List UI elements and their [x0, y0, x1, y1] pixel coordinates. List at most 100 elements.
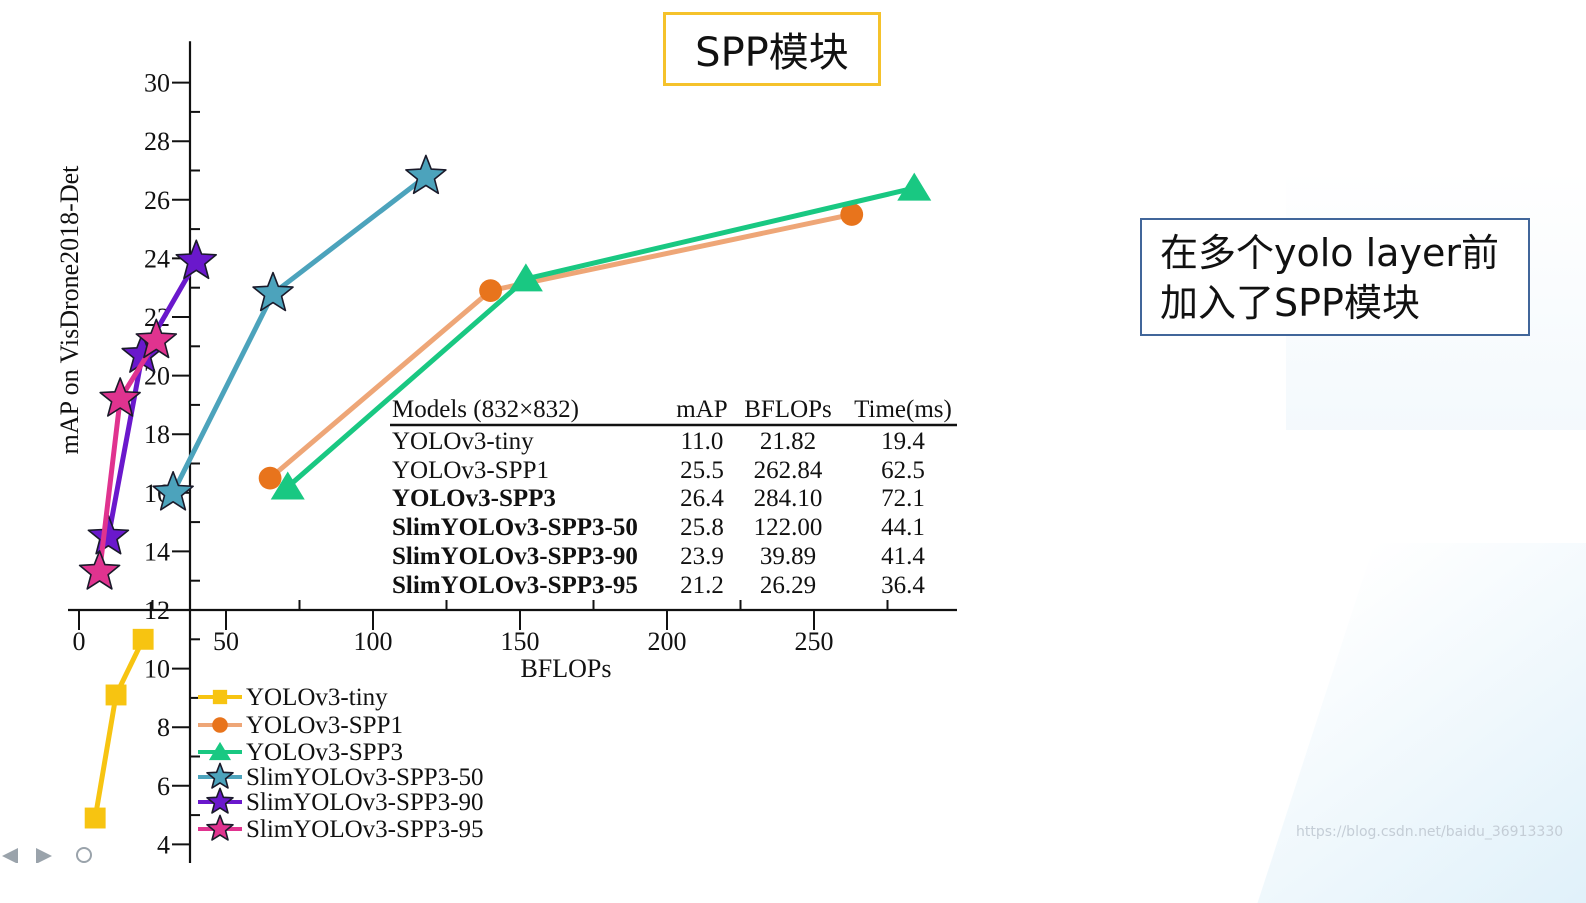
data-point: [479, 279, 502, 303]
table-row: YOLOv3-tiny 11.0 21.82 19.4: [392, 428, 925, 455]
data-point: [270, 471, 305, 500]
legend-marker: [212, 717, 228, 733]
table-cell-model: SlimYOLOv3-SPP3-95: [392, 572, 638, 599]
data-point: [78, 550, 121, 590]
data-point: [405, 154, 447, 195]
table-cell-model: YOLOv3-tiny: [392, 428, 534, 455]
table-cell-map: 23.9: [680, 543, 724, 570]
series-yolov3-spp3: [270, 172, 932, 500]
data-point: [132, 628, 154, 650]
table-row: YOLOv3-SPP3 26.4 284.10 72.1: [392, 485, 925, 512]
y-tick-label: 28: [144, 127, 170, 156]
legend-label: SlimYOLOv3-SPP3-90: [246, 789, 484, 816]
x-tick-label: 100: [354, 627, 393, 656]
table-header-cell: BFLOPs: [744, 396, 832, 423]
y-tick-label: 8: [157, 713, 170, 742]
table-cell-time: 72.1: [881, 485, 925, 512]
table-cell-model: YOLOv3-SPP1: [392, 457, 549, 484]
table-cell-map: 25.8: [680, 514, 724, 541]
series-yolov3-tiny: [84, 628, 154, 829]
table-cell-model: SlimYOLOv3-SPP3-50: [392, 514, 638, 541]
y-tick-label: 4: [157, 830, 170, 859]
y-tick-label: 18: [144, 420, 170, 449]
series-line: [286, 185, 915, 489]
table-cell-bflops: 39.89: [760, 543, 816, 570]
table-cell-time: 19.4: [881, 428, 925, 455]
prev-arrow-icon: [2, 848, 18, 863]
series-slimyolov3-spp3-95: [78, 318, 178, 590]
table-cell-bflops: 284.10: [754, 485, 823, 512]
table-cell-map: 25.5: [680, 457, 724, 484]
chart-legend: YOLOv3-tinyYOLOv3-SPP1YOLOv3-SPP3SlimYOL…: [198, 684, 484, 843]
y-tick-label: 6: [157, 772, 170, 801]
data-point: [99, 377, 141, 417]
table-row: SlimYOLOv3-SPP3-95 21.2 26.29 36.4: [392, 572, 925, 599]
data-point: [897, 172, 932, 201]
table-cell-model: YOLOv3-SPP3: [392, 485, 556, 512]
y-tick-label: 12: [144, 596, 170, 625]
next-arrow-icon: [36, 848, 52, 863]
legend-marker: [206, 814, 234, 841]
y-axis-label: mAP on VisDrone2018-Det: [55, 165, 84, 455]
table-cell-model: SlimYOLOv3-SPP3-90: [392, 543, 638, 570]
legend-label: YOLOv3-SPP1: [246, 712, 403, 739]
note-line-2: 加入了SPP模块: [1160, 281, 1420, 325]
legend-label: SlimYOLOv3-SPP3-95: [246, 816, 484, 843]
table-cell-time: 62.5: [881, 457, 925, 484]
series-slimyolov3-spp3-50: [152, 154, 447, 511]
table-row: SlimYOLOv3-SPP3-90 23.9 39.89 41.4: [392, 543, 925, 570]
results-table: Models (832×832) mAP BFLOPs Time(ms) YOLOv3-…: [390, 396, 957, 599]
legend-marker: [206, 762, 234, 789]
y-tick-label: 10: [144, 655, 170, 684]
legend-label: YOLOv3-SPP3: [246, 739, 403, 766]
table-cell-bflops: 262.84: [754, 457, 823, 484]
data-point: [258, 466, 282, 490]
y-tick-label: 26: [144, 186, 170, 215]
y-tick-label: 14: [144, 537, 170, 566]
data-point: [508, 263, 543, 292]
legend-label: YOLOv3-tiny: [246, 684, 388, 711]
data-point: [840, 203, 864, 226]
x-tick-label: 250: [795, 627, 834, 656]
legend-label: SlimYOLOv3-SPP3-50: [246, 764, 484, 791]
table-row: YOLOv3-SPP1 25.5 262.84 62.5: [392, 457, 925, 484]
data-point: [87, 515, 130, 555]
table-cell-map: 26.4: [680, 485, 724, 512]
data-point: [175, 239, 217, 280]
table-cell-bflops: 122.00: [754, 514, 823, 541]
data-point: [152, 471, 194, 511]
x-tick-label: 150: [501, 627, 540, 656]
data-point: [135, 318, 178, 359]
data-point: [84, 807, 106, 829]
chart-series: [78, 154, 932, 829]
table-cell-map: 21.2: [680, 572, 724, 599]
table-header-cell: Models (832×832): [392, 396, 579, 423]
x-tick-label: 200: [648, 627, 687, 656]
series-line: [92, 638, 146, 819]
series-line: [170, 174, 428, 494]
table-cell-bflops: 26.29: [760, 572, 816, 599]
table-header-cell: Time(ms): [854, 396, 952, 423]
data-point: [252, 271, 294, 312]
series-yolov3-spp1: [258, 203, 864, 490]
x-tick-label: 0: [73, 627, 86, 656]
slide-nav-icons: [2, 847, 92, 863]
x-axis-label: BFLOPs: [520, 654, 611, 683]
note-line-1: 在多个yolo layer前: [1160, 231, 1499, 275]
note-box: 在多个yolo layer前 加入了SPP模块: [1140, 218, 1530, 336]
y-tick-label: 30: [144, 69, 170, 98]
data-point: [105, 684, 127, 706]
table-row: SlimYOLOv3-SPP3-50 25.8 122.00 44.1: [392, 514, 925, 541]
slide-title: SPP模块: [663, 12, 881, 86]
table-header-cell: mAP: [676, 396, 727, 423]
pen-tool-icon: [76, 847, 92, 863]
table-cell-time: 44.1: [881, 514, 925, 541]
legend-marker: [212, 689, 228, 705]
x-tick-label: 50: [213, 627, 239, 656]
legend-marker: [206, 787, 234, 814]
table-cell-time: 41.4: [881, 543, 925, 570]
watermark: https://blog.csdn.net/baidu_36913330: [1296, 824, 1564, 840]
table-cell-map: 11.0: [681, 428, 724, 455]
